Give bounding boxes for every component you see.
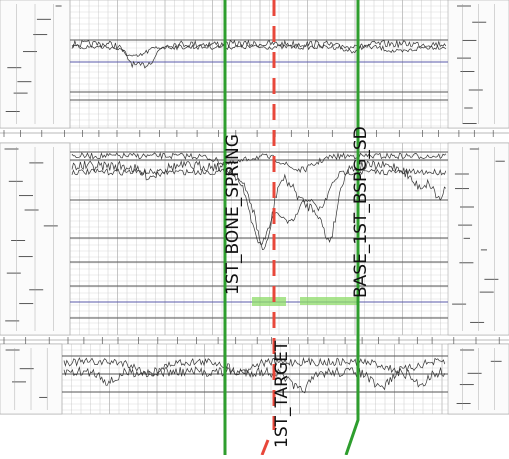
formation-line-base-1st-bspg-sd[interactable] [344,0,360,456]
log-curve-sonic [71,167,447,246]
log-curve-caliper [63,366,446,394]
target-label-1st-target: 1ST_TARGET [272,340,292,448]
log-panel-1-frame [0,0,509,129]
target-zone-highlight-2 [300,297,358,305]
log-curve-density [71,152,447,174]
track-grid [61,0,448,414]
log-panel-2-frame [0,142,509,336]
log-panel-3-frame [0,343,509,415]
track-header-marks [3,4,505,410]
log-curve-porosity [63,356,446,378]
log-curve-resistivity [71,43,447,57]
log-curve-neutron [71,160,447,251]
log-curve-gamma-ray [71,39,447,69]
formation-label-base-1st-bspg-sd: BASE_1ST_BSPG_SD [351,126,371,298]
formation-label-1st-bone-spring: 1ST_BONE_SPRING [223,134,243,295]
target-zone-highlight [252,297,286,306]
target-line-tail [260,439,270,456]
log-curves [63,39,447,394]
